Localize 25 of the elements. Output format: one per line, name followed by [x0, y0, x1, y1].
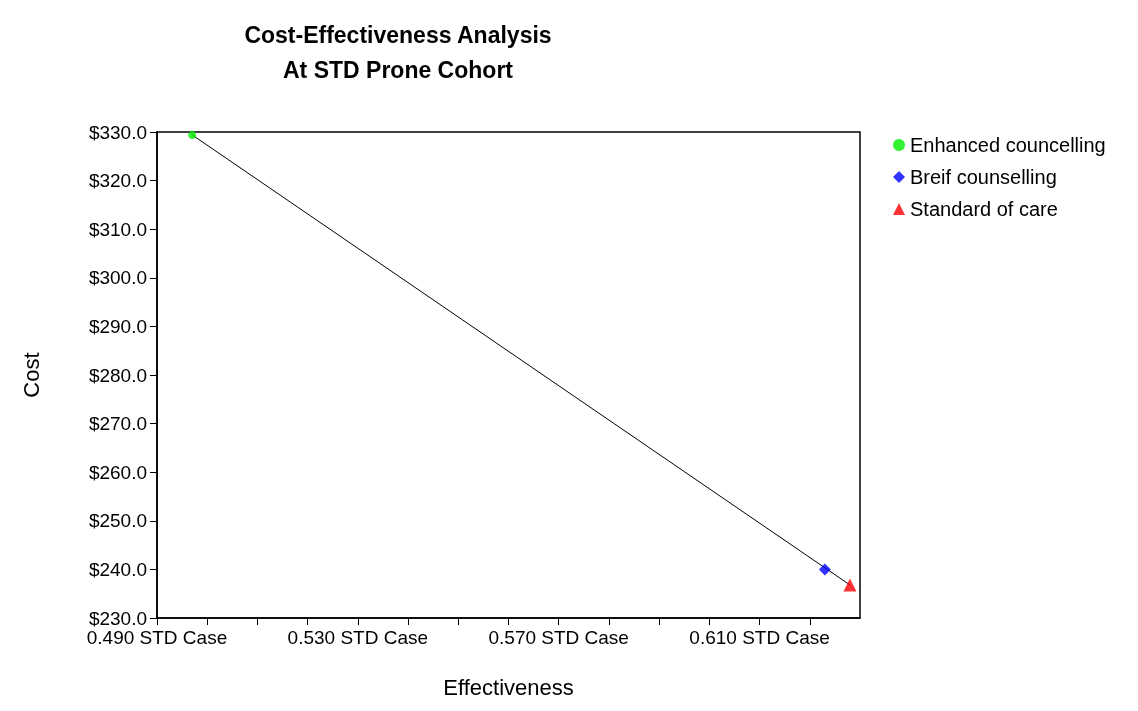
y-tick-label: $260.0: [88, 461, 147, 483]
x-tick-label: 0.610 STD Case: [689, 627, 830, 648]
x-tick-label: 0.570 STD Case: [488, 627, 629, 648]
x-tick-label: 0.530 STD Case: [287, 627, 429, 648]
legend-label: Breif counselling: [910, 166, 1057, 188]
legend-label: Standard of care: [910, 198, 1058, 220]
y-tick-label: $310.0: [88, 218, 147, 240]
chart-title: Cost-Effectiveness Analysis: [244, 21, 552, 48]
y-tick-label: $270.0: [88, 413, 147, 435]
y-tick-label: $300.0: [88, 267, 147, 289]
x-tick-label: 0.490 STD Case: [86, 627, 228, 648]
y-tick-label: $320.0: [88, 170, 147, 192]
y-tick-label: $240.0: [88, 558, 147, 580]
point: [818, 563, 831, 576]
y-tick-label: $280.0: [88, 364, 147, 386]
point: [843, 578, 857, 592]
point: [188, 130, 197, 139]
chart-subtitle: At STD Prone Cohort: [283, 56, 514, 83]
y-tick-label: $330.0: [88, 121, 147, 143]
y-axis-title: Cost: [18, 352, 44, 398]
x-axis-title: Effectiveness: [443, 674, 574, 700]
y-tick-label: $250.0: [88, 510, 147, 532]
y-tick-label: $230.0: [88, 607, 147, 629]
legend-label: Enhanced councelling: [910, 134, 1106, 156]
y-tick-label: $290.0: [88, 315, 147, 337]
